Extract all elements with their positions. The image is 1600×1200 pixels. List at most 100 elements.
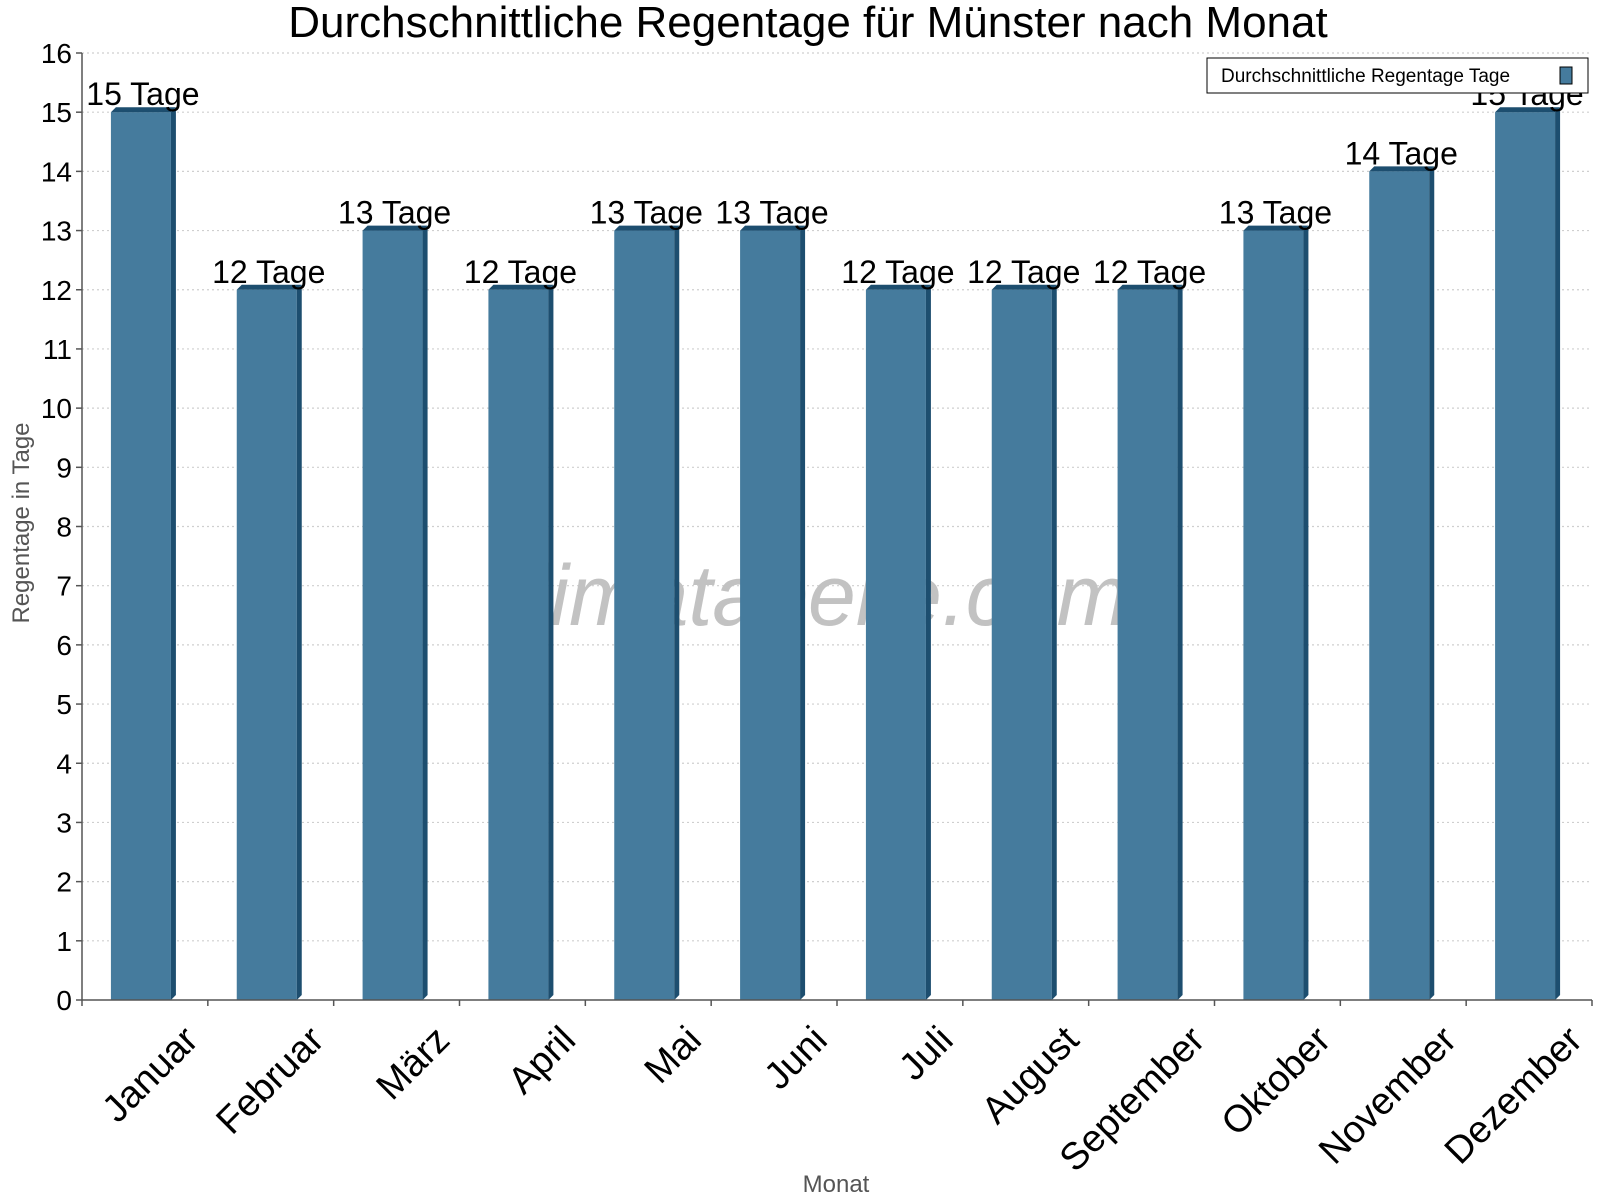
- bar-top: [1117, 284, 1183, 290]
- bar: [740, 225, 806, 1000]
- bar: [1117, 284, 1183, 1000]
- legend-box: [1206, 57, 1589, 94]
- bar: [236, 284, 302, 1000]
- bar: [1495, 107, 1561, 1000]
- legend: Durchschnittliche Regentage Tage: [1206, 57, 1589, 94]
- bar-side: [925, 284, 931, 1000]
- x-tick-label: Dezember: [1437, 1019, 1591, 1173]
- axes: [76, 52, 1593, 1006]
- gridlines: [82, 52, 1592, 942]
- bar: [1243, 225, 1309, 1000]
- bar-top: [110, 107, 176, 113]
- bar-top: [865, 284, 931, 290]
- x-tick-label: Juli: [891, 1019, 961, 1089]
- data-label: 12 Tage: [967, 254, 1080, 290]
- y-tick-label: 1: [56, 926, 72, 957]
- x-tick-label: Oktober: [1214, 1019, 1340, 1145]
- x-tick-label: Juni: [757, 1019, 836, 1098]
- bar: [1369, 166, 1435, 1000]
- y-tick-label: 15: [41, 97, 72, 128]
- bar-face: [1369, 171, 1430, 1000]
- bar-top: [991, 284, 1057, 290]
- bar-face: [236, 289, 297, 1000]
- bar: [488, 284, 554, 1000]
- y-tick-label: 12: [41, 275, 72, 306]
- bar-face: [1243, 230, 1304, 1000]
- bar-side: [1555, 107, 1561, 1000]
- bar-side: [800, 225, 806, 1000]
- y-tick-label: 10: [41, 393, 72, 424]
- bar-face: [865, 289, 926, 1000]
- legend-swatch: [1559, 66, 1573, 85]
- bar-side: [170, 107, 176, 1000]
- x-tick-label: Mai: [637, 1019, 710, 1092]
- y-tick-label: 2: [56, 867, 72, 898]
- y-tick-label: 16: [41, 38, 72, 69]
- y-tick-label: 7: [56, 571, 72, 602]
- data-label: 13 Tage: [715, 195, 828, 231]
- y-tick-label: 6: [56, 630, 72, 661]
- bar-face: [110, 112, 171, 1000]
- legend-label: Durchschnittliche Regentage Tage: [1221, 66, 1510, 87]
- bar-top: [1495, 107, 1561, 113]
- bar-face: [362, 230, 423, 1000]
- x-axis-title: Monat: [803, 1171, 870, 1198]
- data-label: 12 Tage: [212, 254, 325, 290]
- bar-top: [740, 225, 806, 231]
- data-label: 13 Tage: [590, 195, 703, 231]
- x-tick-label: April: [500, 1019, 583, 1102]
- y-tick-label: 13: [41, 216, 72, 247]
- bar-side: [1051, 284, 1057, 1000]
- x-tick-label: August: [974, 1019, 1088, 1133]
- bar-side: [1303, 225, 1309, 1000]
- bar-side: [548, 284, 554, 1000]
- bar: [865, 284, 931, 1000]
- bar: [991, 284, 1057, 1000]
- bar-face: [488, 289, 549, 1000]
- x-tick-label: Februar: [208, 1019, 332, 1143]
- x-tick-label: November: [1311, 1019, 1465, 1173]
- bar-side: [422, 225, 428, 1000]
- data-labels: 15 Tage 12 Tage 13 Tage 12 Tage 13 Tage 13 Ta…: [86, 76, 1583, 290]
- bar-side: [296, 284, 302, 1000]
- x-tick-label: März: [369, 1019, 458, 1108]
- bar-side: [1429, 166, 1435, 1000]
- y-tick-label: 8: [56, 512, 72, 543]
- data-label: 12 Tage: [1093, 254, 1206, 290]
- y-tick-label: 14: [41, 156, 72, 187]
- y-tick-label: 9: [56, 452, 72, 483]
- data-label: 12 Tage: [464, 254, 577, 290]
- bars: [110, 107, 1561, 1000]
- bar-face: [614, 230, 675, 1000]
- data-label: 14 Tage: [1345, 135, 1458, 171]
- bar-side: [674, 225, 680, 1000]
- chart-title: Durchschnittliche Regentage für Münster …: [288, 0, 1327, 47]
- y-tick-label: 0: [56, 985, 72, 1016]
- bar: [362, 225, 428, 1000]
- y-tick-label: 3: [56, 807, 72, 838]
- bar-top: [1243, 225, 1309, 231]
- y-tick-label: 11: [43, 334, 72, 365]
- data-label: 12 Tage: [841, 254, 954, 290]
- bar-top: [236, 284, 302, 290]
- y-tick-label: 5: [56, 689, 72, 720]
- bar-face: [1117, 289, 1178, 1000]
- bar-top: [614, 225, 680, 231]
- x-tick-label: Januar: [95, 1019, 207, 1131]
- y-axis-title: Regentage in Tage: [8, 422, 35, 623]
- bar-side: [1177, 284, 1183, 1000]
- data-label: 13 Tage: [1219, 195, 1332, 231]
- bar-face: [740, 230, 801, 1000]
- bar-top: [488, 284, 554, 290]
- bar: [614, 225, 680, 1000]
- data-label: 13 Tage: [338, 195, 451, 231]
- bar: [110, 107, 176, 1000]
- data-label: 15 Tage: [86, 76, 199, 112]
- x-tick-labels: Januar Februar März April Mai Juni Juli AugustS…: [95, 1019, 1591, 1180]
- bar-top: [1369, 166, 1435, 172]
- bar-top: [362, 225, 428, 231]
- bar-face: [1495, 112, 1556, 1000]
- bar-face: [991, 289, 1052, 1000]
